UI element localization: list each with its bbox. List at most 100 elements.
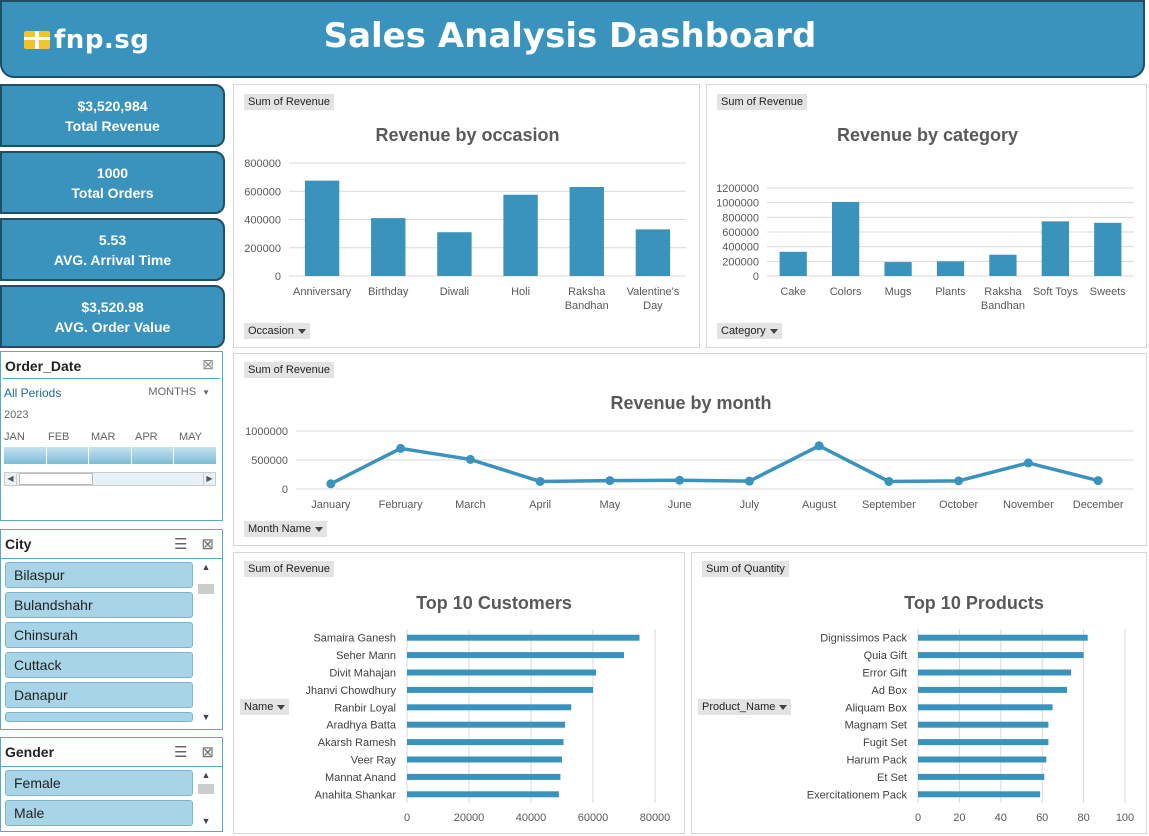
- data-point: [396, 443, 406, 453]
- x-tick-label: August: [802, 499, 836, 511]
- kpi-total-orders: 1000 Total Orders: [0, 151, 225, 214]
- scroll-down-icon[interactable]: ▼: [201, 712, 211, 722]
- scroll-left-icon[interactable]: ◀: [5, 473, 17, 485]
- bar: [918, 721, 1049, 728]
- product-filter-button[interactable]: Product_Name: [698, 699, 792, 715]
- scroll-up-icon[interactable]: ▲: [201, 770, 211, 780]
- timeline-scrollbar[interactable]: ◀ ▶: [4, 472, 216, 486]
- x-tick-label: Day: [643, 300, 663, 312]
- bar: [918, 756, 1047, 763]
- value-field-tag: Sum of Revenue: [244, 561, 334, 577]
- city-slicer[interactable]: City ☰ ⊠ Bilaspur Bulandshahr Chinsurah C…: [0, 529, 223, 730]
- scroll-thumb[interactable]: [198, 584, 214, 594]
- dashboard-header: [0, 0, 1145, 78]
- category-filter-button[interactable]: Category: [717, 323, 782, 339]
- clear-filter-icon[interactable]: ⊠: [201, 744, 214, 761]
- scroll-thumb[interactable]: [198, 784, 214, 794]
- slicer-item-partial[interactable]: [5, 712, 193, 722]
- kpi-value: 1000: [96, 164, 129, 181]
- city-scrollbar[interactable]: ▲ ▼: [198, 562, 214, 722]
- occasion-filter-button[interactable]: Occasion: [244, 323, 310, 339]
- kpi-label: Total Orders: [71, 184, 154, 201]
- y-tick-label: Ranbir Loyal: [334, 702, 396, 714]
- bar: [1041, 221, 1069, 276]
- slicer-item-city[interactable]: Danapur: [5, 682, 193, 708]
- x-tick-label: 40: [995, 812, 1007, 824]
- all-periods-label: All Periods: [4, 386, 62, 400]
- x-tick-label: Anniversary: [293, 286, 352, 298]
- bar: [918, 773, 1045, 780]
- bar: [635, 229, 671, 276]
- slicer-title: City: [5, 536, 32, 552]
- y-tick-label: Veer Ray: [351, 755, 397, 767]
- month-label: MAR: [91, 431, 116, 443]
- y-tick-label: Akarsh Ramesh: [318, 737, 396, 749]
- slicer-item-city[interactable]: Bilaspur: [5, 562, 193, 588]
- y-tick-label: 500000: [251, 455, 288, 467]
- slicer-item-gender[interactable]: Female: [5, 770, 193, 796]
- kpi-label: Total Revenue: [65, 117, 160, 134]
- slicer-item-city[interactable]: Bulandshahr: [5, 592, 193, 618]
- x-tick-label: Colors: [830, 286, 862, 298]
- timeline-title: Order_Date: [5, 358, 82, 374]
- month-label: FEB: [48, 431, 70, 443]
- scroll-thumb[interactable]: [19, 473, 93, 485]
- chart-customers: 0 20000 40000 60000 80000 Samaira Ganesh Seher…: [306, 629, 670, 824]
- y-tick-label: Samaira Ganesh: [313, 633, 396, 645]
- logo-text: fnp.sg: [54, 25, 150, 55]
- x-tick-label: January: [311, 499, 351, 511]
- x-tick-label: Holi: [511, 286, 530, 298]
- bar: [918, 652, 1084, 659]
- scroll-up-icon[interactable]: ▲: [201, 562, 211, 572]
- multi-select-icon[interactable]: ☰: [173, 744, 188, 761]
- clear-filter-icon[interactable]: ⊠: [201, 536, 214, 553]
- time-level-label: MONTHS: [148, 386, 197, 398]
- y-tick-label: 600000: [722, 227, 759, 239]
- value-field-tag: Sum of Quantity: [702, 561, 789, 577]
- bar: [407, 756, 562, 763]
- gender-slicer[interactable]: Gender ☰ ⊠ Female Male ▲ ▼: [0, 737, 223, 832]
- chart-title: Revenue by occasion: [375, 125, 560, 145]
- gender-scrollbar[interactable]: ▲ ▼: [198, 770, 214, 826]
- month-filter-button[interactable]: Month Name: [244, 521, 327, 537]
- time-level-dropdown[interactable]: MONTHS ▼: [148, 386, 210, 398]
- chart-title: Top 10 Customers: [416, 593, 572, 613]
- scroll-down-icon[interactable]: ▼: [201, 816, 211, 826]
- filter-label: Category: [721, 325, 766, 337]
- filter-label: Month Name: [248, 523, 311, 535]
- scroll-right-icon[interactable]: ▶: [203, 473, 215, 485]
- y-tick-label: 1200000: [716, 183, 759, 195]
- slicer-item-city[interactable]: Cuttack: [5, 652, 193, 678]
- x-tick-label: October: [939, 499, 978, 511]
- x-tick-label: 80: [1077, 812, 1089, 824]
- value-field-tag: Sum of Revenue: [244, 362, 334, 378]
- slicer-item-city[interactable]: Chinsurah: [5, 622, 193, 648]
- y-tick-label: Magnam Set: [845, 720, 907, 732]
- x-tick-label: 0: [404, 812, 410, 824]
- name-filter-button[interactable]: Name: [240, 699, 290, 715]
- y-tick-label: Divit Mahajan: [329, 668, 396, 680]
- x-tick-label: Bandhan: [565, 300, 609, 312]
- bar: [1094, 222, 1122, 276]
- data-point: [675, 475, 685, 485]
- timeline-bar[interactable]: [4, 447, 216, 464]
- y-tick-label: Harum Pack: [846, 755, 907, 767]
- y-tick-label: Ad Box: [872, 685, 908, 697]
- filter-label: Name: [244, 701, 274, 713]
- clear-filter-icon[interactable]: ⊠: [202, 356, 214, 372]
- filter-label: Product_Name: [702, 701, 776, 713]
- x-tick-label: Diwali: [440, 286, 469, 298]
- kpi-label: AVG. Arrival Time: [53, 251, 172, 268]
- x-tick-label: February: [379, 499, 424, 511]
- bar: [407, 721, 566, 728]
- x-tick-label: Mugs: [885, 286, 912, 298]
- bar: [407, 704, 572, 711]
- data-point: [814, 441, 824, 451]
- chart-title: Revenue by category: [836, 125, 1019, 145]
- order-date-timeline[interactable]: Order_Date ⊠ All Periods MONTHS ▼ 2023 J…: [0, 351, 223, 521]
- slicer-item-gender[interactable]: Male: [5, 800, 193, 826]
- x-tick-label: Sweets: [1090, 286, 1127, 298]
- multi-select-icon[interactable]: ☰: [173, 536, 188, 553]
- bar: [407, 634, 640, 641]
- data-point: [326, 479, 336, 489]
